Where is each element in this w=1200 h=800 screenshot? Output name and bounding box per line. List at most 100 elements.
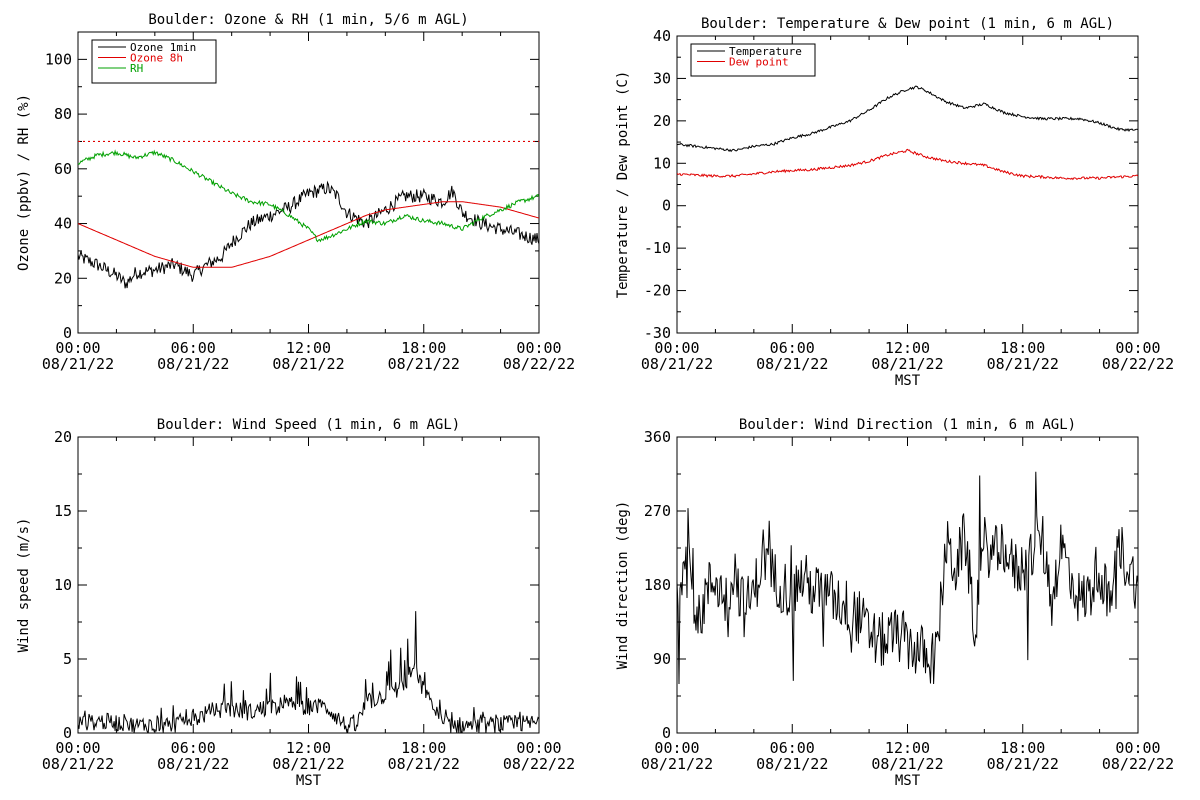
x-tick-label-time: 12:00: [286, 739, 331, 757]
x-axis-label: MST: [895, 773, 921, 789]
x-tick-label-time: 06:00: [171, 739, 216, 757]
y-tick-label: 20: [54, 269, 72, 287]
x-tick-label-date: 08/22/22: [1102, 755, 1174, 773]
y-tick-label: 15: [54, 502, 72, 520]
plot-area: [677, 471, 1138, 685]
chart-title: Boulder: Wind Speed (1 min, 6 m AGL): [157, 417, 460, 433]
plot-area: [78, 140, 539, 289]
x-axis-label: MST: [895, 373, 921, 389]
y-tick-label: 100: [45, 50, 72, 68]
x-tick-label-time: 18:00: [1000, 339, 1045, 357]
x-tick-label-time: 06:00: [171, 339, 216, 357]
series-line-wspd: [78, 611, 539, 733]
y-tick-label: 0: [662, 724, 671, 742]
legend-label: Dew point: [729, 56, 789, 69]
chart-title: Boulder: Ozone & RH (1 min, 5/6 m AGL): [148, 12, 468, 28]
x-tick-label-date: 08/21/22: [987, 355, 1059, 373]
x-tick-label-date: 08/22/22: [1102, 355, 1174, 373]
y-axis-label: Wind speed (m/s): [16, 518, 32, 653]
x-tick-label-time: 12:00: [885, 339, 930, 357]
panel-temp: Boulder: Temperature & Dew point (1 min,…: [615, 16, 1174, 389]
y-tick-label: 40: [54, 215, 72, 233]
y-tick-label: 40: [653, 27, 671, 45]
x-tick-label-date: 08/21/22: [756, 355, 828, 373]
x-tick-label-time: 00:00: [654, 739, 699, 757]
x-tick-label-date: 08/21/22: [42, 355, 114, 373]
x-tick-label-time: 12:00: [286, 339, 331, 357]
y-tick-label: 0: [63, 724, 72, 742]
x-tick-label-date: 08/21/22: [871, 355, 943, 373]
y-tick-label: 10: [54, 576, 72, 594]
x-tick-label-time: 00:00: [654, 339, 699, 357]
series-line-temperature: [677, 85, 1138, 153]
x-tick-label-date: 08/21/22: [272, 755, 344, 773]
plot-frame: [676, 436, 1139, 734]
x-tick-label-time: 00:00: [55, 339, 100, 357]
plot-frame: [676, 35, 1139, 334]
x-tick-label-date: 08/21/22: [157, 355, 229, 373]
chart-title: Boulder: Temperature & Dew point (1 min,…: [701, 16, 1114, 32]
y-tick-label: 20: [54, 428, 72, 446]
y-tick-label: 90: [653, 650, 671, 668]
y-tick-label: -10: [644, 239, 671, 257]
x-tick-label-time: 00:00: [516, 339, 561, 357]
y-tick-label: 180: [644, 576, 671, 594]
x-tick-label-time: 06:00: [770, 339, 815, 357]
x-tick-label-date: 08/21/22: [756, 755, 828, 773]
y-axis-label: Wind direction (deg): [615, 501, 631, 670]
chart-title: Boulder: Wind Direction (1 min, 6 m AGL): [739, 417, 1076, 433]
legend-box: [690, 43, 816, 77]
series-line-dew-point: [677, 148, 1138, 181]
x-tick-label-date: 08/21/22: [388, 755, 460, 773]
legend-label: Temperature: [729, 45, 802, 58]
x-tick-label-time: 00:00: [1115, 339, 1160, 357]
x-tick-label-time: 00:00: [1115, 739, 1160, 757]
series-line-rh: [78, 149, 539, 243]
legend-label: Ozone 1min: [130, 41, 196, 54]
y-tick-label: 5: [63, 650, 72, 668]
y-tick-label: 30: [653, 69, 671, 87]
x-tick-label-date: 08/22/22: [503, 755, 575, 773]
panel-wspd: Boulder: Wind Speed (1 min, 6 m AGL) 0 5 10…: [16, 417, 575, 789]
series-line-ozone-1min: [78, 180, 539, 289]
x-tick-label-date: 08/21/22: [272, 355, 344, 373]
y-axis-label: Temperature / Dew point (C): [615, 71, 631, 299]
x-tick-label-date: 08/21/22: [641, 355, 713, 373]
x-tick-label-time: 00:00: [516, 739, 561, 757]
y-tick-label: -30: [644, 324, 671, 342]
y-axis-label: Ozone (ppbv) / RH (%): [16, 94, 32, 271]
x-tick-label-date: 08/21/22: [157, 755, 229, 773]
y-tick-label: 0: [63, 324, 72, 342]
legend-label: Ozone 8h: [130, 52, 183, 65]
x-axis-label: MST: [296, 773, 322, 789]
x-tick-label-date: 08/21/22: [987, 755, 1059, 773]
y-tick-label: -20: [644, 282, 671, 300]
x-tick-label-date: 08/21/22: [641, 755, 713, 773]
y-tick-label: 10: [653, 154, 671, 172]
plot-area: [677, 85, 1138, 181]
series-line-wdir: [677, 471, 1138, 685]
plot-area: [78, 611, 539, 733]
y-tick-label: 270: [644, 502, 671, 520]
y-tick-label: 60: [54, 160, 72, 178]
x-tick-label-date: 08/21/22: [388, 355, 460, 373]
y-tick-label: 20: [653, 112, 671, 130]
y-tick-label: 80: [54, 105, 72, 123]
x-tick-label-date: 08/21/22: [42, 755, 114, 773]
x-tick-label-time: 18:00: [1000, 739, 1045, 757]
panel-ozone: Boulder: Ozone & RH (1 min, 5/6 m AGL) 0 2…: [16, 12, 575, 373]
x-tick-label-time: 06:00: [770, 739, 815, 757]
x-tick-label-time: 12:00: [885, 739, 930, 757]
x-tick-label-date: 08/22/22: [503, 355, 575, 373]
y-tick-label: 360: [644, 428, 671, 446]
x-tick-label-date: 08/21/22: [871, 755, 943, 773]
x-tick-label-time: 18:00: [401, 339, 446, 357]
panel-wdir: Boulder: Wind Direction (1 min, 6 m AGL)…: [615, 417, 1174, 789]
series-line-ozone-8h: [78, 201, 539, 268]
x-tick-label-time: 18:00: [401, 739, 446, 757]
y-tick-label: 0: [662, 197, 671, 215]
x-tick-label-time: 00:00: [55, 739, 100, 757]
plot-frame: [77, 436, 540, 734]
legend-label: RH: [130, 62, 143, 75]
